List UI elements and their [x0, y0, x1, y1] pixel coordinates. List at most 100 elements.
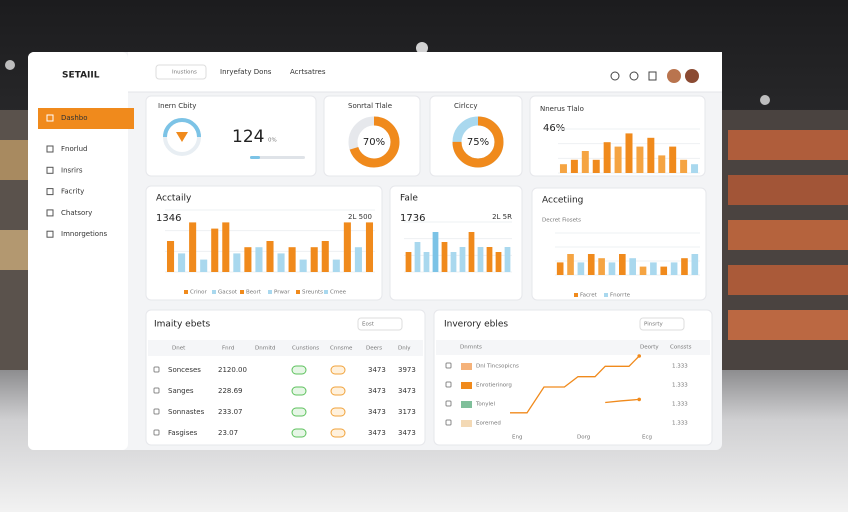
thumb	[461, 401, 472, 408]
nav-icon	[46, 166, 54, 174]
search-text: Inustions	[172, 70, 197, 76]
search-box[interactable]	[639, 317, 685, 331]
thumb	[461, 363, 472, 370]
logo: SETAIIL	[62, 71, 100, 81]
active-nav[interactable]	[38, 108, 134, 129]
bar	[587, 254, 595, 275]
bar	[299, 259, 307, 272]
cell: Eorerned	[476, 421, 501, 427]
cell: Tonylel	[475, 402, 495, 408]
bar	[288, 247, 296, 272]
checkbox	[445, 419, 452, 426]
bar	[423, 252, 430, 272]
checkbox	[445, 400, 452, 407]
bar	[647, 137, 655, 173]
column-header: Deers	[366, 346, 382, 352]
donut-arc	[348, 116, 400, 168]
bar	[559, 164, 567, 173]
thumb	[461, 382, 472, 389]
donut-arc	[452, 116, 504, 168]
cell: 1.333	[672, 364, 688, 370]
bar	[244, 247, 252, 272]
bar	[233, 253, 241, 272]
bar	[477, 247, 484, 272]
legend-label: Crinor	[190, 290, 207, 296]
kpi-value: 124	[232, 127, 264, 147]
bar	[310, 247, 318, 272]
bar	[625, 133, 633, 173]
shelves	[0, 42, 848, 370]
avatar[interactable]	[667, 69, 681, 83]
column-header: Cunstions	[292, 346, 319, 352]
bar	[189, 222, 197, 272]
kpi-side: 2L 5R	[492, 213, 512, 221]
bar	[321, 241, 329, 272]
bar	[211, 228, 219, 272]
bar	[266, 241, 274, 272]
status-chip	[330, 407, 346, 417]
bar	[405, 252, 412, 272]
legend-swatch	[296, 290, 300, 294]
bar	[598, 258, 605, 275]
cell: 1.333	[672, 402, 688, 408]
bar	[639, 266, 647, 275]
bar	[486, 247, 493, 272]
kpi-value: 1736	[400, 213, 425, 224]
bar	[459, 247, 466, 272]
progress-fill	[250, 156, 260, 159]
line	[510, 355, 640, 414]
checkbox	[153, 408, 160, 415]
card-title: Nnerus Tlalo	[540, 105, 584, 113]
bar	[658, 155, 666, 173]
legend-label: Cmee	[330, 290, 347, 296]
nav-icon	[46, 209, 54, 217]
bar	[504, 247, 511, 272]
card	[323, 95, 421, 177]
column-header: Dnrnnts	[460, 345, 482, 351]
kpi-side: 2L 500	[348, 213, 372, 221]
cell: 3473	[368, 429, 386, 437]
bar	[441, 242, 448, 272]
column-header: Conssts	[670, 345, 692, 351]
bar	[200, 259, 208, 272]
column-header: Dnrnitd	[255, 346, 276, 352]
checkbox	[153, 429, 160, 436]
legend-swatch	[574, 293, 578, 297]
cell: Enrotierinorg	[476, 383, 512, 389]
bar	[669, 146, 677, 173]
cell: 2120.00	[218, 366, 247, 374]
kpi-value: 46%	[543, 123, 565, 134]
bar	[636, 146, 644, 173]
bar	[660, 266, 668, 275]
kpi-value: 1346	[156, 213, 181, 224]
table-header	[148, 340, 423, 356]
legend-swatch	[240, 290, 244, 294]
cell: 1.333	[672, 383, 688, 389]
search-box[interactable]	[155, 64, 207, 80]
bar	[365, 222, 374, 272]
card-title: Acctaily	[156, 194, 192, 204]
cell: 3473	[398, 429, 416, 437]
nav-icon	[46, 188, 54, 196]
cell: Sonceses	[168, 366, 201, 374]
search-box[interactable]	[357, 317, 403, 331]
bar	[255, 247, 263, 272]
bar	[592, 159, 600, 173]
progress	[250, 156, 305, 159]
cell: Dnl Tincsopicns	[476, 364, 519, 370]
nav-icon	[46, 145, 54, 153]
bar	[670, 262, 678, 275]
status-chip	[291, 365, 307, 375]
cell: 228.69	[218, 387, 243, 395]
column-header: Dnly	[398, 346, 411, 352]
column-header: Cnnsme	[330, 346, 353, 352]
avatar[interactable]	[685, 69, 699, 83]
search-text: Pinsrty	[644, 322, 663, 328]
top-icons	[610, 71, 657, 81]
point	[637, 354, 641, 358]
donut-label: 70%	[363, 137, 385, 148]
legend-swatch	[268, 290, 272, 294]
nav-item: Facrity	[61, 188, 84, 196]
bar	[680, 159, 688, 173]
